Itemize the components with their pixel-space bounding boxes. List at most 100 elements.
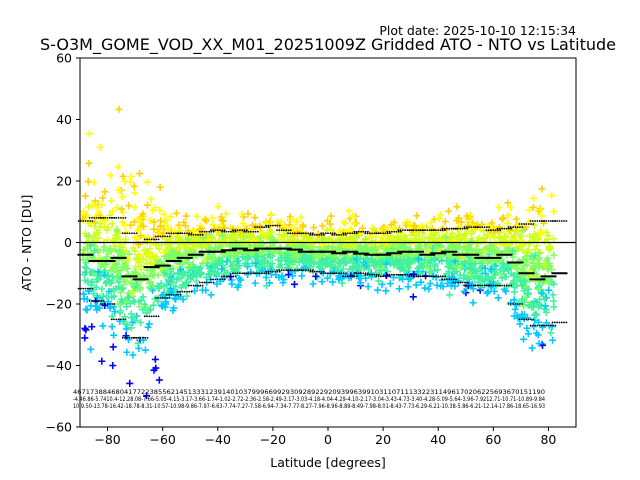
y-tick-label: −20 <box>46 297 72 312</box>
data-point <box>424 259 432 267</box>
spread-marker <box>214 229 217 232</box>
data-point <box>521 311 529 319</box>
spread-marker <box>179 290 182 293</box>
data-point <box>156 222 164 230</box>
data-point <box>174 269 182 277</box>
data-point <box>453 216 461 224</box>
data-point <box>110 331 118 339</box>
data-point <box>146 216 154 224</box>
data-point <box>431 262 439 270</box>
data-point <box>531 245 539 253</box>
spread-marker <box>245 229 248 232</box>
spread-marker <box>463 281 466 284</box>
spread-marker <box>322 270 325 273</box>
spread-marker <box>356 275 358 278</box>
spread-marker <box>527 223 530 225</box>
data-point <box>336 226 344 234</box>
data-point <box>183 243 191 251</box>
spread-marker <box>536 220 539 222</box>
data-point <box>298 255 306 263</box>
data-point <box>121 177 129 185</box>
data-point <box>155 245 163 253</box>
data-point <box>137 319 145 327</box>
spread-marker <box>234 272 237 275</box>
data-point <box>108 207 116 215</box>
spread-marker <box>102 300 105 302</box>
spread-marker <box>128 232 131 235</box>
data-point <box>244 210 252 218</box>
spread-marker <box>256 230 259 233</box>
spread-marker <box>476 284 479 287</box>
data-point <box>205 265 213 273</box>
spread-marker <box>512 303 514 305</box>
data-point <box>484 288 492 296</box>
data-point <box>245 234 253 242</box>
spread-marker <box>153 315 155 318</box>
spread-marker <box>249 230 252 233</box>
data-point <box>151 255 159 263</box>
data-point <box>208 214 216 222</box>
data-point <box>464 222 472 230</box>
spread-marker <box>313 233 316 236</box>
data-point <box>327 225 335 233</box>
data-point <box>396 260 404 268</box>
data-point <box>504 245 512 253</box>
data-point <box>330 244 338 252</box>
data-point <box>115 105 123 113</box>
spread-marker <box>267 272 270 275</box>
data-point <box>92 302 100 310</box>
data-point <box>276 261 284 269</box>
spread-marker <box>437 275 440 278</box>
spread-marker <box>176 232 179 235</box>
spread-marker <box>234 229 237 232</box>
spread-marker <box>265 224 267 227</box>
spread-marker <box>166 235 169 238</box>
data-point <box>323 226 331 234</box>
data-point <box>278 233 286 241</box>
data-point <box>288 272 296 280</box>
spread-marker <box>276 269 278 272</box>
spread-marker <box>146 336 149 339</box>
spread-marker <box>274 224 277 227</box>
spread-marker <box>507 303 510 305</box>
data-point <box>235 281 243 289</box>
spread-marker <box>186 232 188 235</box>
spread-marker <box>408 229 411 232</box>
spread-marker <box>430 275 433 278</box>
spread-marker <box>115 217 118 219</box>
spread-marker <box>379 232 382 235</box>
data-point <box>194 242 202 250</box>
data-point <box>89 290 97 298</box>
data-point <box>189 244 197 252</box>
spread-marker <box>401 229 404 232</box>
spread-marker <box>225 275 228 278</box>
spread-marker <box>530 223 532 225</box>
data-point <box>484 221 492 229</box>
data-point <box>160 282 168 290</box>
data-point <box>494 294 502 302</box>
data-point <box>339 265 347 273</box>
data-point <box>364 283 372 291</box>
spread-marker <box>320 270 323 273</box>
spread-marker <box>329 272 332 275</box>
spread-marker <box>245 272 248 275</box>
spread-marker <box>373 273 376 276</box>
data-point <box>115 300 123 308</box>
data-point <box>236 262 244 270</box>
data-point <box>514 314 522 322</box>
data-point <box>293 218 301 226</box>
spread-marker <box>371 273 373 276</box>
spread-marker <box>441 278 444 281</box>
spread-marker <box>397 273 400 276</box>
spread-marker <box>199 233 202 236</box>
data-point <box>267 211 275 219</box>
data-point <box>382 287 390 295</box>
data-point <box>448 229 456 237</box>
spread-marker <box>296 269 299 272</box>
spread-marker <box>444 275 447 278</box>
data-point <box>122 261 130 269</box>
data-point <box>111 261 119 269</box>
data-point <box>425 268 433 276</box>
bin-means-row: -4.46.86-5.7410.4-12.28.08-7.66-5.05-4.1… <box>73 396 545 403</box>
data-point <box>117 267 125 274</box>
